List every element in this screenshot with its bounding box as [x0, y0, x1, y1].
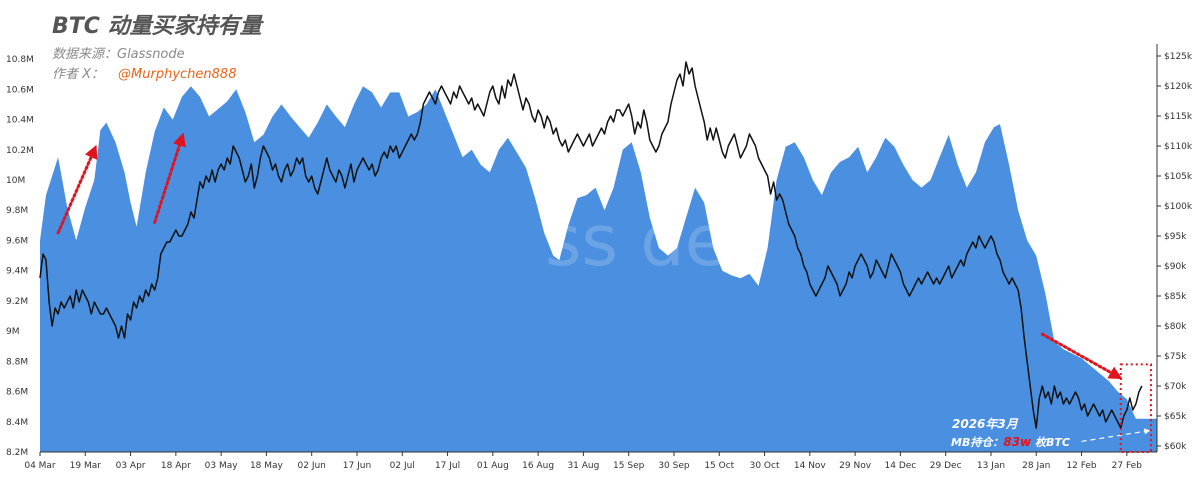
holdings-area-layer: [40, 86, 1157, 453]
x-tick-label: 13 Jan: [977, 461, 1005, 471]
x-tick-label: 15 Oct: [704, 461, 734, 471]
x-tick-label: 28 Jan: [1022, 461, 1050, 471]
y-left-tick-label: 10.2M: [6, 146, 34, 156]
y-left-tick-label: 9.6M: [6, 236, 28, 246]
x-tick-label: 12 Feb: [1066, 461, 1097, 471]
y-left-tick-label: 9.2M: [6, 297, 28, 307]
red-dotted-arrow: [1040, 332, 1123, 380]
y-right-tick-label: $65k: [1164, 412, 1187, 422]
x-tick-label: 15 Sep: [613, 461, 645, 471]
x-tick-label: 14 Dec: [885, 461, 917, 471]
annotation-holding-suffix: 枚BTC: [1031, 436, 1070, 449]
x-tick-label: 31 Aug: [567, 461, 599, 471]
x-tick-label: 30 Sep: [658, 461, 690, 471]
y-left-tick-label: 10.4M: [6, 116, 34, 126]
y-right-tick-label: $70k: [1164, 382, 1187, 392]
y-left-tick-label: 10M: [6, 176, 25, 186]
y-left-tick-label: 9.8M: [6, 206, 28, 216]
price-line: [39, 61, 1143, 429]
x-tick-label: 30 Oct: [750, 461, 780, 471]
red-dotted-arrow: [56, 144, 98, 235]
y-right-tick-label: $95k: [1164, 232, 1187, 242]
y-right-tick-label: $100k: [1164, 202, 1193, 212]
y-right-tick-label: $80k: [1164, 322, 1187, 332]
y-left-tick-label: 9M: [6, 327, 20, 337]
chart-title: BTC 动量买家持有量: [52, 14, 262, 39]
y-right-tick-label: $125k: [1164, 52, 1193, 62]
y-left-tick-label: 8.4M: [6, 418, 28, 428]
x-tick-label: 29 Dec: [930, 461, 962, 471]
y-left-tick-label: 9.4M: [6, 267, 28, 277]
watermark: ss de: [545, 200, 728, 282]
y-left-tick-label: 8.8M: [6, 357, 28, 367]
holdings-area: [40, 86, 1157, 453]
y-right-tick-label: $90k: [1164, 262, 1187, 272]
x-tick-label: 17 Jul: [435, 461, 460, 471]
annotations-layer: [56, 132, 1152, 454]
x-tick-label: 03 May: [205, 461, 239, 471]
x-tick-label: 01 Aug: [477, 461, 509, 471]
author-handle: @Murphychen888: [118, 67, 237, 82]
x-tick-label: 02 Jun: [298, 461, 326, 471]
price-line-layer: [39, 61, 1143, 429]
y-right-tick-label: $120k: [1164, 82, 1193, 92]
tick-labels-layer: 04 Mar 19 Mar 03 Apr 18 Apr 03 May 18 May 02 J…: [6, 52, 1193, 471]
y-right-tick-label: $110k: [1164, 142, 1193, 152]
x-tick-label: 04 Mar: [24, 461, 56, 471]
x-tick-label: 17 Jun: [343, 461, 371, 471]
x-tick-label: 03 Apr: [116, 461, 146, 471]
author-line: 作者 X： @Murphychen888: [52, 63, 236, 82]
y-right-tick-label: $85k: [1164, 292, 1187, 302]
y-right-tick-label: $60k: [1164, 442, 1187, 452]
annotation-date: 2026年3月: [952, 417, 1019, 431]
x-tick-label: 18 May: [250, 461, 284, 471]
x-tick-label: 19 Mar: [70, 461, 102, 471]
y-right-tick-label: $105k: [1164, 172, 1193, 182]
x-tick-label: 18 Apr: [161, 461, 191, 471]
axes-layer: [39, 44, 1161, 456]
y-right-tick-label: $115k: [1164, 112, 1193, 122]
white-dashed-arrow: [1081, 428, 1151, 443]
x-tick-label: 14 Nov: [794, 461, 827, 471]
x-tick-label: 27 Feb: [1112, 461, 1143, 471]
x-tick-label: 29 Nov: [839, 461, 872, 471]
annotation-holding-prefix: MB持仓：: [951, 436, 1003, 449]
author-prefix: 作者 X：: [52, 67, 105, 82]
data-source: 数据来源：Glassnode: [52, 47, 185, 62]
y-left-tick-label: 10.6M: [6, 85, 34, 95]
x-tick-label: 02 Jul: [390, 461, 415, 471]
annotation-holding: MB持仓：83w 枚BTC: [951, 435, 1070, 449]
red-dotted-arrow: [153, 132, 186, 224]
y-left-tick-label: 10.8M: [6, 55, 34, 65]
x-tick-label: 16 Aug: [522, 461, 554, 471]
y-left-tick-label: 8.6M: [6, 388, 28, 398]
y-left-tick-label: 8.2M: [6, 448, 28, 458]
annotation-holding-value: 83w: [1003, 435, 1032, 449]
y-right-tick-label: $75k: [1164, 352, 1187, 362]
highlight-box: [1119, 363, 1152, 454]
